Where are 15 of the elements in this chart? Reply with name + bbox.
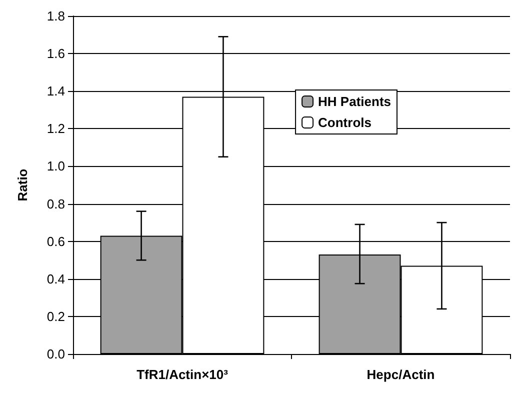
x-tick-label: Hepc/Actin bbox=[366, 367, 435, 382]
y-tick-label: 1.8 bbox=[46, 8, 65, 24]
legend-label: Controls bbox=[318, 115, 372, 130]
y-tick-label: 1.6 bbox=[46, 46, 65, 62]
y-tick-label: 0.6 bbox=[46, 234, 65, 249]
y-tick-label: 0.0 bbox=[46, 346, 65, 362]
y-tick-label: 1.0 bbox=[46, 158, 65, 174]
y-tick-label: 0.8 bbox=[46, 196, 65, 212]
legend-label: HH Patients bbox=[318, 94, 392, 109]
y-tick-label: 1.2 bbox=[46, 121, 65, 136]
y-axis-title: Ratio bbox=[15, 168, 30, 202]
y-tick-label: 1.4 bbox=[46, 84, 65, 99]
x-tick-label: TfR1/Actin×10³ bbox=[136, 367, 229, 382]
y-tick-label: 0.4 bbox=[46, 271, 65, 286]
y-tick-label: 0.2 bbox=[46, 308, 65, 324]
